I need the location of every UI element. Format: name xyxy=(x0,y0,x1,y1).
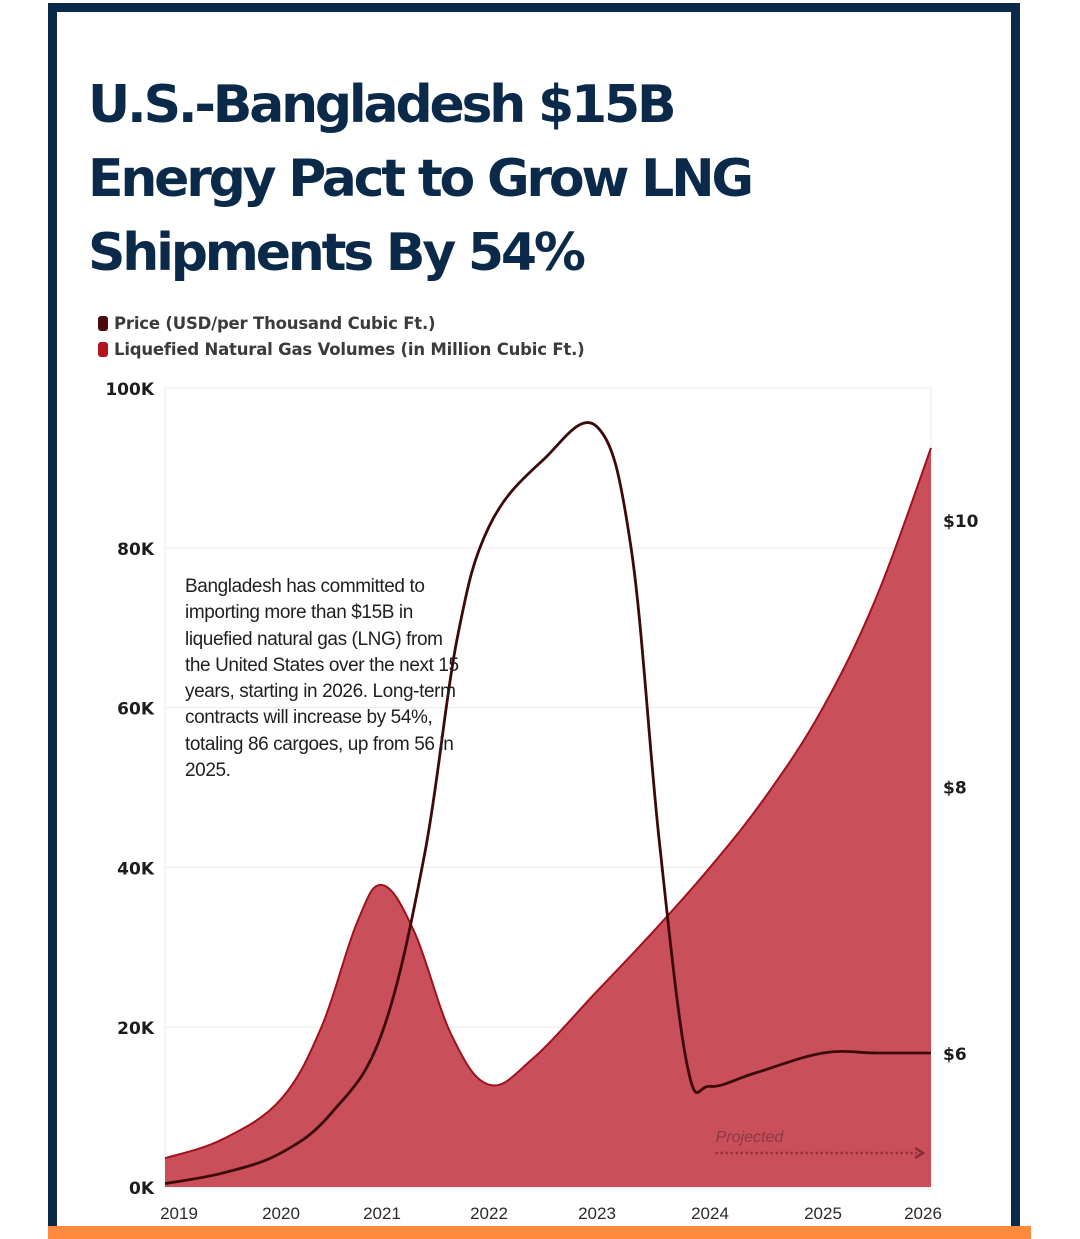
title-line-3: Shipments By 54% xyxy=(88,223,586,283)
x-tick-label: 2019 xyxy=(160,1204,198,1223)
x-tick-label: 2025 xyxy=(804,1204,842,1223)
projected-annotation: Projected xyxy=(715,1129,926,1160)
legend-swatch-lng xyxy=(98,341,108,357)
price-line-layer xyxy=(164,421,931,1185)
projected-label: Projected xyxy=(716,1129,785,1146)
y-left-tick-label: 60K xyxy=(117,700,155,720)
x-tick-label: 2021 xyxy=(363,1204,401,1223)
title-line-2: Energy Pact to Grow LNG xyxy=(88,149,754,209)
legend-item-price: Price (USD/per Thousand Cubic Ft.) xyxy=(98,310,585,336)
y-left-tick-label: 0K xyxy=(129,1179,155,1199)
legend-label-price: Price (USD/per Thousand Cubic Ft.) xyxy=(114,313,436,333)
x-tick-label: 2020 xyxy=(262,1204,300,1223)
lng-area-layer xyxy=(164,447,932,1187)
projected-arrow-icon xyxy=(914,1146,926,1160)
y-left-tick-label: 20K xyxy=(117,1019,155,1039)
lng-volume-area xyxy=(165,447,931,1187)
left-axis-labels: 0K 20K 40K 60K 80K 100K xyxy=(105,380,154,1199)
legend-swatch-price xyxy=(98,315,108,331)
x-tick-label: 2024 xyxy=(691,1204,729,1223)
legend-label-lng: Liquefied Natural Gas Volumes (in Millio… xyxy=(114,339,585,359)
x-tick-label: 2022 xyxy=(470,1204,508,1223)
legend-item-lng: Liquefied Natural Gas Volumes (in Millio… xyxy=(98,336,585,362)
x-axis-labels: 2019 2020 2021 2022 2023 2024 2025 2026 xyxy=(160,1204,942,1223)
x-tick-label: 2026 xyxy=(904,1204,942,1223)
y-left-tick-label: 40K xyxy=(117,859,155,879)
lng-volume-line xyxy=(164,447,932,1160)
title-line-1: U.S.-Bangladesh $15B xyxy=(88,75,677,135)
y-left-tick-label: 100K xyxy=(105,380,154,400)
y-left-tick-label: 80K xyxy=(117,540,155,560)
y-right-tick-label: $6 xyxy=(943,1045,967,1065)
y-right-tick-label: $8 xyxy=(943,779,967,799)
chart-legend: Price (USD/per Thousand Cubic Ft.) Lique… xyxy=(98,310,585,362)
price-line xyxy=(164,421,931,1185)
right-axis-labels: $6 $8 $10 xyxy=(943,512,979,1065)
y-right-tick-label: $10 xyxy=(943,512,979,532)
chart-annotation-text: Bangladesh has committed to importing mo… xyxy=(185,576,459,782)
x-tick-label: 2023 xyxy=(578,1204,616,1223)
accent-bar xyxy=(48,1226,1031,1239)
page-title: U.S.-Bangladesh $15B Energy Pact to Grow… xyxy=(88,68,908,290)
